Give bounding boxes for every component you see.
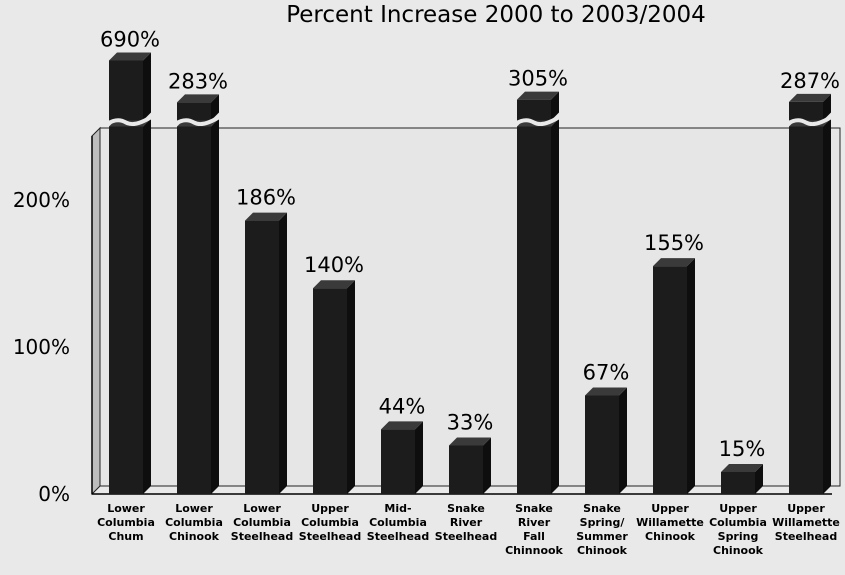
y-tick-labels: 0% 100% 200% bbox=[13, 188, 70, 506]
bar-side bbox=[143, 118, 151, 494]
data-label: 33% bbox=[447, 410, 494, 434]
side-wall bbox=[91, 126, 101, 496]
data-label: 287% bbox=[780, 69, 840, 93]
bar-top bbox=[245, 212, 287, 221]
x-tick-label: Upper Columbia Steelhead bbox=[299, 502, 361, 543]
data-label: 690% bbox=[100, 28, 160, 52]
x-tick-label: Lower Columbia Chum bbox=[97, 502, 155, 543]
bar bbox=[514, 91, 562, 494]
data-labels: 690% 283% 186% 140% 44% 33% 305% 67% 155% 15% 287% bbox=[100, 28, 840, 461]
bar-side bbox=[347, 280, 355, 494]
y-tick-label: 100% bbox=[13, 335, 70, 359]
bar bbox=[721, 463, 763, 494]
bar-front bbox=[653, 266, 687, 494]
bar-break-cap-top bbox=[789, 93, 831, 102]
bar-side bbox=[687, 258, 695, 494]
x-tick-label: Mid-Columbia Steelhead bbox=[367, 502, 429, 543]
bar-break-cap-top bbox=[177, 94, 219, 103]
bar-front bbox=[109, 126, 143, 494]
x-tick-label: Lower Columbia Chinook bbox=[165, 502, 223, 543]
x-tick-label: Snake River Fall Chinnook bbox=[505, 502, 563, 557]
bar bbox=[653, 258, 695, 494]
bar-front bbox=[245, 220, 279, 494]
back-wall bbox=[99, 127, 841, 487]
x-tick-label: Upper Willamette Chinook bbox=[636, 502, 704, 543]
bar-top bbox=[313, 280, 355, 289]
bar-top bbox=[381, 421, 423, 430]
bar-break-cap-top bbox=[517, 91, 559, 100]
axis-break-mark bbox=[786, 114, 834, 126]
data-label: 44% bbox=[379, 394, 426, 418]
bar-front bbox=[449, 445, 483, 494]
bar bbox=[106, 52, 154, 494]
bar-front bbox=[381, 429, 415, 494]
bar-side bbox=[551, 118, 559, 494]
bar-break-cap bbox=[789, 101, 823, 121]
axes bbox=[91, 126, 841, 496]
bar-top bbox=[449, 437, 491, 446]
x-tick-label: Upper Willamette Steelhead bbox=[772, 502, 840, 543]
bar-break-cap-side bbox=[211, 94, 219, 121]
bar bbox=[313, 280, 355, 494]
data-label: 305% bbox=[508, 67, 568, 91]
bar-side bbox=[483, 437, 491, 494]
data-label: 155% bbox=[644, 231, 704, 255]
bar-side bbox=[211, 118, 219, 494]
bar-front bbox=[177, 126, 211, 494]
bar-side bbox=[279, 212, 287, 494]
data-label: 186% bbox=[236, 186, 296, 210]
data-label: 67% bbox=[583, 361, 630, 385]
bar-break-cap bbox=[109, 60, 143, 121]
bars bbox=[106, 52, 834, 494]
bar-break-cap-side bbox=[823, 93, 831, 121]
bar-side bbox=[619, 387, 627, 494]
axis-break-mark bbox=[106, 114, 154, 126]
axis-break-mark bbox=[514, 114, 562, 126]
bar bbox=[449, 437, 491, 494]
bar-front bbox=[721, 471, 755, 494]
bar-break-cap-side bbox=[143, 52, 151, 121]
bar-break-cap-top bbox=[109, 52, 151, 61]
bar-top bbox=[721, 463, 763, 472]
data-label: 283% bbox=[168, 69, 228, 93]
chart-title: Percent Increase 2000 to 2003/2004 bbox=[286, 2, 706, 28]
bar-front bbox=[585, 395, 619, 494]
bar-front bbox=[789, 126, 823, 494]
x-tick-label: Upper Columbia Spring Chinook bbox=[709, 502, 767, 557]
bar bbox=[245, 212, 287, 494]
bar bbox=[786, 93, 834, 494]
bar-top bbox=[653, 258, 695, 267]
data-label: 15% bbox=[719, 437, 766, 461]
data-label: 140% bbox=[304, 253, 364, 277]
y-tick-label: 200% bbox=[13, 188, 70, 212]
bar-side bbox=[823, 118, 831, 494]
bar-front bbox=[313, 288, 347, 494]
bar bbox=[174, 94, 222, 494]
bar-side bbox=[755, 463, 763, 494]
bar-top bbox=[585, 387, 627, 396]
bar-break-cap-side bbox=[551, 91, 559, 121]
x-tick-label: Snake River Steelhead bbox=[435, 502, 497, 543]
x-tick-label: Snake Spring/Summer Chinook bbox=[576, 502, 628, 557]
y-tick-label: 0% bbox=[38, 482, 70, 506]
bar bbox=[585, 387, 627, 494]
bar-side bbox=[415, 421, 423, 494]
bar-break-cap bbox=[517, 99, 551, 121]
bar-break-cap bbox=[177, 102, 211, 121]
axis-break-mark bbox=[174, 114, 222, 126]
x-tick-label: Lower Columbia Steelhead bbox=[231, 502, 293, 543]
bar bbox=[381, 421, 423, 494]
bar-front bbox=[517, 126, 551, 494]
